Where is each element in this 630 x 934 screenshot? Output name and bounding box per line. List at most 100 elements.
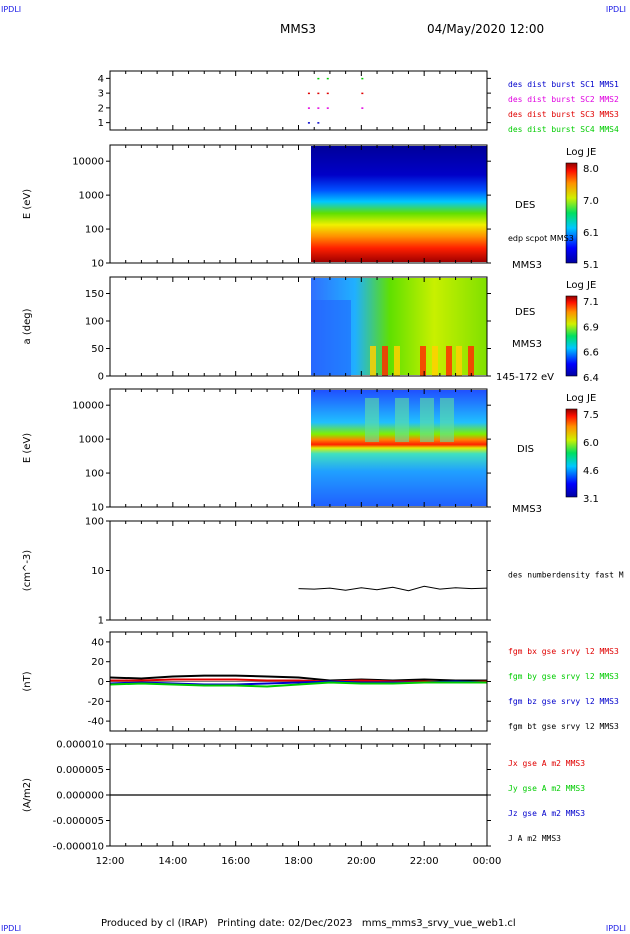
y-axis-label: a (deg) xyxy=(22,308,33,344)
x-tick-label: 18:00 xyxy=(284,856,313,867)
y-tick-label: 10 xyxy=(91,566,104,577)
colorbar-title: Log JE xyxy=(566,393,596,404)
corner-tr: IPDLI xyxy=(605,5,626,14)
x-tick-label: 12:00 xyxy=(96,856,125,867)
legend-entry: fgm bt gse srvy l2 MMS3 xyxy=(508,722,619,731)
dis-band xyxy=(395,398,409,442)
panel-side-label: 145-172 eV xyxy=(496,372,554,383)
legend-entry: fgm bz gse srvy l2 MMS3 xyxy=(508,697,619,706)
burst-marker xyxy=(317,77,320,80)
y-tick-label: 50 xyxy=(91,344,104,355)
density-series xyxy=(298,585,488,592)
legend-entry: fgm by gse srvy l2 MMS3 xyxy=(508,672,619,681)
legend-entry: des dist burst SC4 MMS4 xyxy=(508,125,619,134)
panel-frame-burst xyxy=(109,70,488,131)
x-tick-label: 22:00 xyxy=(410,856,439,867)
burst-marker xyxy=(361,107,364,109)
legend-entry: Jx gse A m2 MMS3 xyxy=(508,759,585,768)
burst-marker xyxy=(326,92,329,95)
y-tick-label: 2 xyxy=(98,103,104,114)
y-tick-label: 40 xyxy=(91,637,104,648)
burst-marker xyxy=(307,107,310,109)
colorbar xyxy=(565,295,578,377)
legend-entry: Jz gse A m2 MMS3 xyxy=(508,809,585,818)
panel-side-label: edp scpot MMS3 xyxy=(508,234,574,243)
y-tick-label: 0.000000 xyxy=(56,791,104,802)
panel-frame-density xyxy=(109,520,488,621)
pitch-dark-region xyxy=(311,300,351,376)
burst-marker xyxy=(361,77,364,80)
corner-tl: IPDLI xyxy=(1,5,22,14)
x-tick-label: 00:00 xyxy=(473,856,502,867)
y-axis-label: (nT) xyxy=(22,671,33,691)
colorbar-tick-label: 7.1 xyxy=(583,297,599,308)
y-tick-label: 0.000005 xyxy=(56,765,104,776)
y-tick-label: 0.000010 xyxy=(56,740,104,751)
y-tick-label: -0.000005 xyxy=(53,816,104,827)
y-axis-label: E (eV) xyxy=(22,433,33,463)
y-axis-label: (cm^-3) xyxy=(22,550,33,591)
burst-marker xyxy=(317,92,320,95)
burst-marker xyxy=(307,92,310,95)
pitch-band xyxy=(370,346,376,376)
panel-side-label: DES xyxy=(515,200,535,211)
y-tick-label: 1000 xyxy=(79,191,104,202)
burst-marker xyxy=(361,92,364,95)
x-tick-label: 14:00 xyxy=(158,856,187,867)
legend-entry: des dist burst SC1 MMS1 xyxy=(508,80,619,89)
colorbar-tick-label: 3.1 xyxy=(583,494,599,505)
panel-side-label: DIS xyxy=(517,444,534,455)
colorbar-title: Log JE xyxy=(566,280,596,291)
colorbar-tick-label: 6.9 xyxy=(583,322,599,333)
panel-side-label: MMS3 xyxy=(512,504,542,515)
pitch-band xyxy=(456,346,462,376)
colorbar-title: Log JE xyxy=(566,147,596,158)
y-axis-label: (A/m2) xyxy=(22,778,33,812)
colorbar xyxy=(565,162,578,264)
colorbar-tick-label: 6.6 xyxy=(583,348,599,359)
burst-marker xyxy=(317,107,320,109)
corner-br: IPDLI xyxy=(605,924,626,933)
pitch-band xyxy=(394,346,400,376)
colorbar-tick-label: 6.1 xyxy=(583,228,599,239)
burst-marker xyxy=(307,122,310,124)
burst-marker xyxy=(317,122,320,124)
dis-band xyxy=(365,398,379,442)
panel-side-label: MMS3 xyxy=(512,339,542,350)
y-tick-label: 100 xyxy=(85,317,104,328)
y-tick-label: 1 xyxy=(98,616,104,627)
colorbar-tick-label: 7.5 xyxy=(583,410,599,421)
y-tick-label: 100 xyxy=(85,517,104,528)
colorbar-tick-label: 4.6 xyxy=(583,466,599,477)
y-tick-label: 10000 xyxy=(72,401,104,412)
legend-entry: des dist burst SC2 MMS2 xyxy=(508,95,619,104)
y-tick-label: 100 xyxy=(85,225,104,236)
y-axis-label: E (eV) xyxy=(22,189,33,219)
field-series xyxy=(109,674,487,682)
pitch-band xyxy=(432,346,438,376)
y-tick-label: 10 xyxy=(91,503,104,514)
dis-band xyxy=(440,398,454,442)
colorbar-tick-label: 7.0 xyxy=(583,196,599,207)
colorbar-tick-label: 8.0 xyxy=(583,164,599,175)
y-tick-label: 0 xyxy=(98,372,104,383)
burst-marker xyxy=(326,77,329,80)
footer-credit: Produced by cl (IRAP) Printing date: 02/… xyxy=(101,918,516,929)
legend-entry: Jy gse A m2 MMS3 xyxy=(508,784,585,793)
pitch-band xyxy=(468,346,474,376)
dis-band xyxy=(420,398,434,442)
y-tick-label: 100 xyxy=(85,469,104,480)
y-tick-label: 3 xyxy=(98,89,104,100)
y-tick-label: 1000 xyxy=(79,435,104,446)
x-tick-label: 16:00 xyxy=(221,856,250,867)
colorbar xyxy=(565,408,578,498)
colorbar-tick-label: 6.4 xyxy=(583,373,599,384)
y-tick-label: 150 xyxy=(85,289,104,300)
y-tick-label: 10000 xyxy=(72,157,104,168)
colorbar-tick-label: 6.0 xyxy=(583,438,599,449)
spectrogram-des_energy xyxy=(311,146,487,262)
y-tick-label: 1 xyxy=(98,118,104,129)
panel-side-label: DES xyxy=(515,307,535,318)
corner-bl: IPDLI xyxy=(1,924,22,933)
